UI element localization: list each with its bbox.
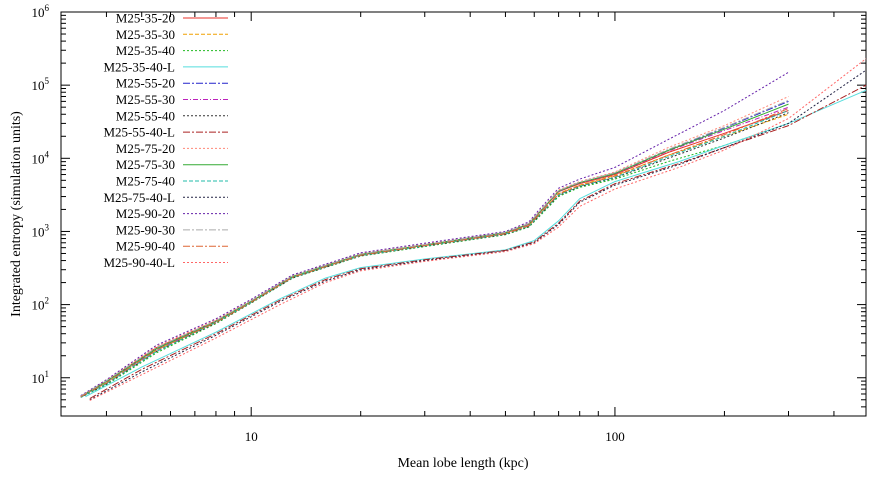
- legend-label: M25-90-20: [116, 206, 175, 221]
- legend-label: M25-75-40: [116, 174, 175, 189]
- x-tick-label: 10: [245, 429, 258, 444]
- legend-label: M25-90-40: [116, 239, 175, 254]
- series-lines: [80, 58, 867, 401]
- series-line: [80, 110, 789, 397]
- series-line: [80, 99, 789, 397]
- series-line: [80, 112, 789, 398]
- series-line: [89, 84, 867, 399]
- y-tick-label: 103: [32, 222, 50, 239]
- legend-label: M25-55-30: [116, 92, 175, 107]
- series-line: [80, 108, 789, 398]
- y-tick-label: 106: [32, 3, 50, 20]
- series-line: [85, 89, 867, 398]
- legend-label: M25-75-30: [116, 157, 175, 172]
- legend-label: M25-55-40-L: [104, 125, 176, 140]
- y-tick-label: 105: [32, 76, 50, 93]
- series-line: [80, 110, 789, 398]
- legend-label: M25-75-40-L: [104, 190, 176, 205]
- x-axis-label: Mean lobe length (kpc): [397, 456, 528, 471]
- y-tick-label: 102: [32, 296, 50, 313]
- series-line: [80, 71, 789, 397]
- legend-label: M25-90-40-L: [104, 255, 176, 270]
- series-line: [80, 113, 789, 398]
- y-tick-label: 104: [32, 149, 50, 166]
- y-tick-label: 101: [32, 369, 50, 386]
- legend-label: M25-35-30: [116, 27, 175, 42]
- legend-label: M25-35-40: [116, 43, 175, 58]
- legend-label: M25-55-40: [116, 108, 175, 123]
- legend-label: M25-35-40-L: [104, 59, 176, 74]
- legend-label: M25-55-20: [116, 76, 175, 91]
- axis-ticks: 10 100 101 102 103 104 105 106: [32, 3, 866, 444]
- legend-label: M25-35-20: [116, 11, 175, 26]
- legend-label: M25-75-20: [116, 141, 175, 156]
- plot-frame: [60, 11, 867, 417]
- legend-label: M25-90-30: [116, 222, 175, 237]
- y-axis-label: Integrated entropy (simulation units): [9, 111, 24, 317]
- series-line: [89, 58, 867, 401]
- x-tick-label: 100: [605, 429, 625, 444]
- series-line: [89, 69, 867, 401]
